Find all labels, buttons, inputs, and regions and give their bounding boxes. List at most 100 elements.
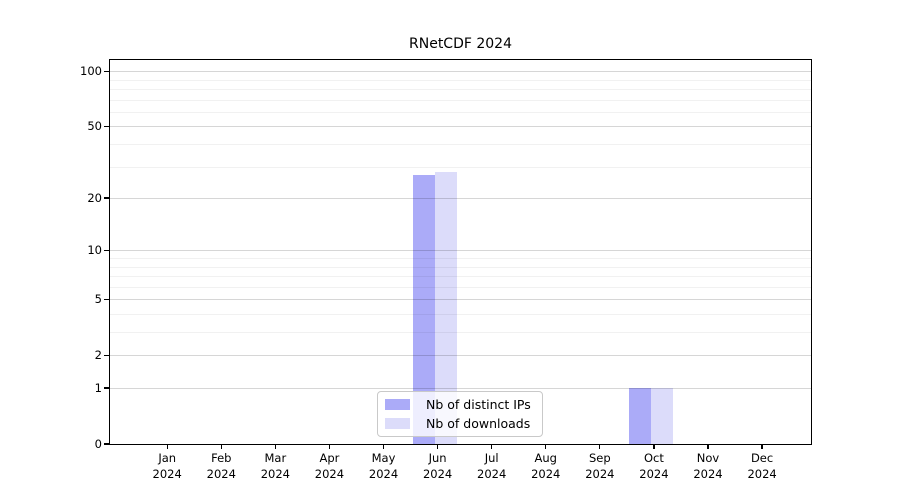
bar-jun-nb-of-distinct-ips xyxy=(412,174,435,444)
x-tick-year: 2024 xyxy=(260,466,290,481)
grid-layer xyxy=(110,60,811,444)
legend-label-downloads: Nb of downloads xyxy=(426,415,531,431)
x-tick-mark xyxy=(220,444,222,449)
x-tick-mark xyxy=(382,444,385,449)
gridline-major xyxy=(110,126,811,128)
x-tick-month: Feb xyxy=(211,451,232,465)
plot-area: 0 1 2 5 10 20 50 100 Jan 2024 Feb 2024 Mar 2024 Apr 202… xyxy=(80,58,813,481)
legend-label-distinct-ips: Nb of distinct IPs xyxy=(426,396,531,412)
x-tick-label: Feb 2024 xyxy=(207,451,236,482)
legend-item-downloads: Nb of downloads xyxy=(385,414,538,433)
x-tick-year: 2024 xyxy=(368,466,399,481)
x-tick-month: Jun xyxy=(428,451,447,465)
gridline-major xyxy=(110,388,811,389)
y-tick-label: 100 xyxy=(80,64,102,79)
x-tick-mark xyxy=(491,444,493,449)
x-tick-year: 2024 xyxy=(477,466,507,481)
x-tick-year: 2024 xyxy=(531,466,561,481)
gridline-minor xyxy=(110,166,811,168)
x-tick-month: Jul xyxy=(484,451,499,465)
x-tick-label: Apr 2024 xyxy=(315,451,344,482)
gridline-major xyxy=(110,198,811,200)
chart-title: RNetCDF 2024 xyxy=(409,36,512,52)
y-tick-mark xyxy=(103,443,110,445)
x-tick-mark xyxy=(707,444,709,449)
x-tick-label: Dec 2024 xyxy=(747,451,776,482)
y-tick-mark xyxy=(103,354,110,356)
gridline-minor xyxy=(110,266,811,268)
x-tick-label: Aug 2024 xyxy=(531,451,560,482)
y-tick-label: 5 xyxy=(94,292,102,307)
x-tick-label: Jan 2024 xyxy=(153,451,182,482)
legend-swatch-downloads-icon xyxy=(385,418,410,429)
legend-item-distinct-ips: Nb of distinct IPs xyxy=(385,395,538,414)
x-tick-year: 2024 xyxy=(206,466,236,481)
legend-swatch-distinct-ips-icon xyxy=(385,399,410,410)
y-tick-mark xyxy=(103,387,110,389)
x-tick-month: Mar xyxy=(264,451,287,465)
x-tick-mark xyxy=(545,444,547,449)
y-tick-label: 20 xyxy=(87,191,102,206)
x-tick-label: Mar 2024 xyxy=(261,451,290,482)
x-tick-label: Jul 2024 xyxy=(477,451,506,482)
x-tick-mark xyxy=(599,444,601,449)
y-tick-mark xyxy=(103,125,110,128)
y-tick-mark xyxy=(103,249,110,251)
x-tick-label: Oct 2024 xyxy=(639,451,668,482)
x-tick-year: 2024 xyxy=(639,466,669,481)
y-tick-label: 10 xyxy=(87,243,102,258)
gridline-minor xyxy=(110,332,811,333)
x-tick-month: Apr xyxy=(319,451,340,465)
x-tick-label: Sep 2024 xyxy=(585,451,614,482)
gridline-minor xyxy=(110,286,811,288)
gridline-minor xyxy=(110,276,811,278)
x-tick-month: Aug xyxy=(534,451,557,465)
legend: Nb of distinct IPs Nb of downloads xyxy=(377,391,543,437)
gridline-minor xyxy=(110,79,811,81)
x-tick-mark xyxy=(166,444,168,449)
y-tick-label: 1 xyxy=(94,381,102,395)
y-tick-mark xyxy=(103,197,110,199)
x-tick-month: Sep xyxy=(588,451,611,465)
x-tick-month: Nov xyxy=(696,451,720,465)
bar-oct-nb-of-distinct-ips xyxy=(628,388,651,444)
x-tick-year: 2024 xyxy=(693,466,723,481)
x-tick-mark xyxy=(436,444,439,449)
bar-oct-nb-of-downloads xyxy=(650,388,673,444)
x-tick-label: Jun 2024 xyxy=(423,451,452,482)
gridline-major xyxy=(110,71,811,73)
gridline-minor xyxy=(110,89,811,90)
x-tick-mark xyxy=(328,444,331,449)
x-tick-mark xyxy=(761,444,763,449)
x-tick-year: 2024 xyxy=(152,466,182,481)
x-tick-mark xyxy=(274,444,276,449)
y-tick-mark xyxy=(103,298,110,300)
x-tick-month: Oct xyxy=(643,451,664,465)
x-tick-month: Dec xyxy=(750,451,774,465)
y-tick-label: 2 xyxy=(94,348,102,363)
gridline-major xyxy=(110,299,811,301)
x-tick-label: Nov 2024 xyxy=(693,451,722,482)
x-tick-year: 2024 xyxy=(747,466,777,481)
y-tick-mark xyxy=(103,70,110,72)
gridline-minor xyxy=(110,313,811,315)
gridline-minor xyxy=(110,111,811,113)
x-tick-label: May 2024 xyxy=(369,451,398,482)
gridline-minor xyxy=(110,99,811,101)
x-tick-year: 2024 xyxy=(314,466,345,481)
x-tick-year: 2024 xyxy=(422,466,453,481)
y-tick-label: 50 xyxy=(87,119,102,134)
bar-jun-nb-of-downloads xyxy=(434,171,457,444)
gridline-minor xyxy=(110,144,811,145)
x-tick-year: 2024 xyxy=(585,466,615,481)
x-tick-month: Jan xyxy=(158,451,177,465)
gridline-major xyxy=(110,250,811,252)
axis-layer: 0 1 2 5 10 20 50 100 Jan 2024 Feb 2024 Mar 2024 Apr 202… xyxy=(80,60,811,480)
gridline-major xyxy=(110,355,811,357)
gridline-minor xyxy=(110,257,811,259)
y-tick-label: 0 xyxy=(94,437,102,451)
bars-layer xyxy=(110,60,811,444)
x-tick-month: May xyxy=(371,451,396,465)
x-tick-mark xyxy=(653,444,655,449)
